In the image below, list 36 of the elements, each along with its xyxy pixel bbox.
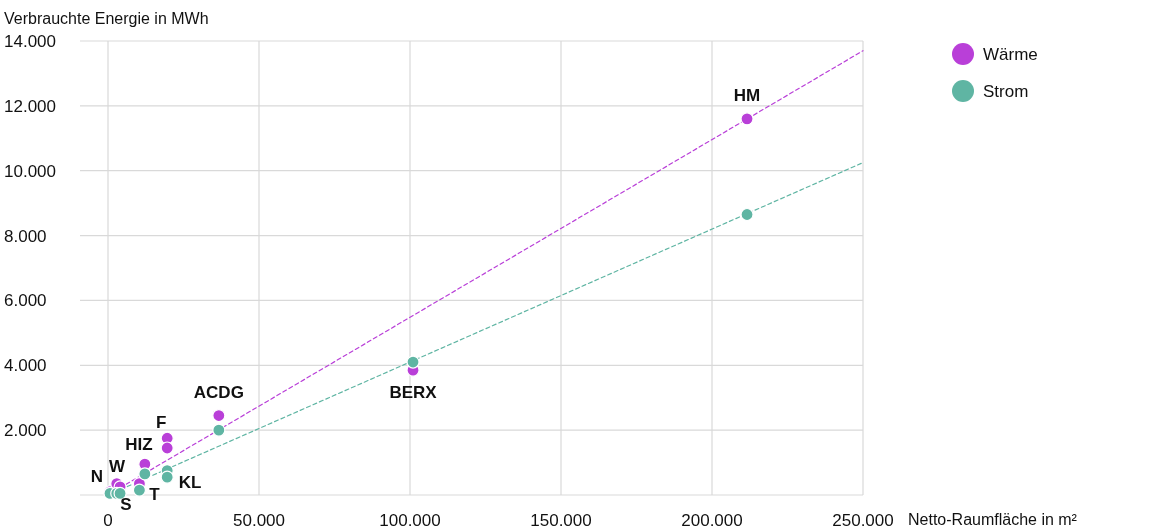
point	[740, 207, 754, 222]
legend-label: Strom	[983, 82, 1029, 101]
annotation: S	[120, 495, 132, 515]
y-tick-label: 2.000	[4, 421, 47, 441]
x-tick-label: 150.000	[530, 511, 592, 530]
point	[212, 423, 226, 437]
y-axis-title: Verbrauchte Energie in MWh	[4, 10, 209, 27]
annotation: BERX	[389, 382, 438, 402]
point	[740, 112, 754, 126]
y-tick-label: 10.000	[4, 161, 56, 181]
point	[138, 467, 152, 481]
point	[212, 408, 226, 423]
point	[160, 470, 174, 484]
annotation: KL	[178, 472, 202, 492]
annotation: W	[109, 457, 127, 477]
x-tick-label: 250.000	[832, 511, 894, 530]
x-tick-label: 100.000	[379, 511, 441, 530]
point	[406, 355, 420, 369]
annotation: ACDG	[193, 382, 244, 402]
x-tick-label: 50.000	[233, 511, 285, 530]
x-tick-label: 0	[103, 511, 113, 530]
y-tick-label: 12.000	[4, 96, 56, 116]
legend-label: Wärme	[983, 45, 1038, 64]
point	[132, 483, 147, 497]
annotation: T	[149, 485, 161, 505]
y-tick-label: 6.000	[4, 291, 47, 311]
y-tick-label: 8.000	[4, 226, 47, 246]
y-tick-label: 4.000	[4, 356, 47, 376]
point	[160, 441, 174, 455]
x-axis-title: Netto-Raumfläche in m²	[908, 511, 1078, 528]
annotation: HIZ	[125, 435, 153, 455]
x-tick-label: 200.000	[681, 511, 743, 530]
y-tick-label: 14.000	[4, 32, 56, 51]
annotation: N	[90, 466, 104, 486]
annotation: F	[156, 412, 167, 432]
annotation: HM	[733, 86, 761, 106]
